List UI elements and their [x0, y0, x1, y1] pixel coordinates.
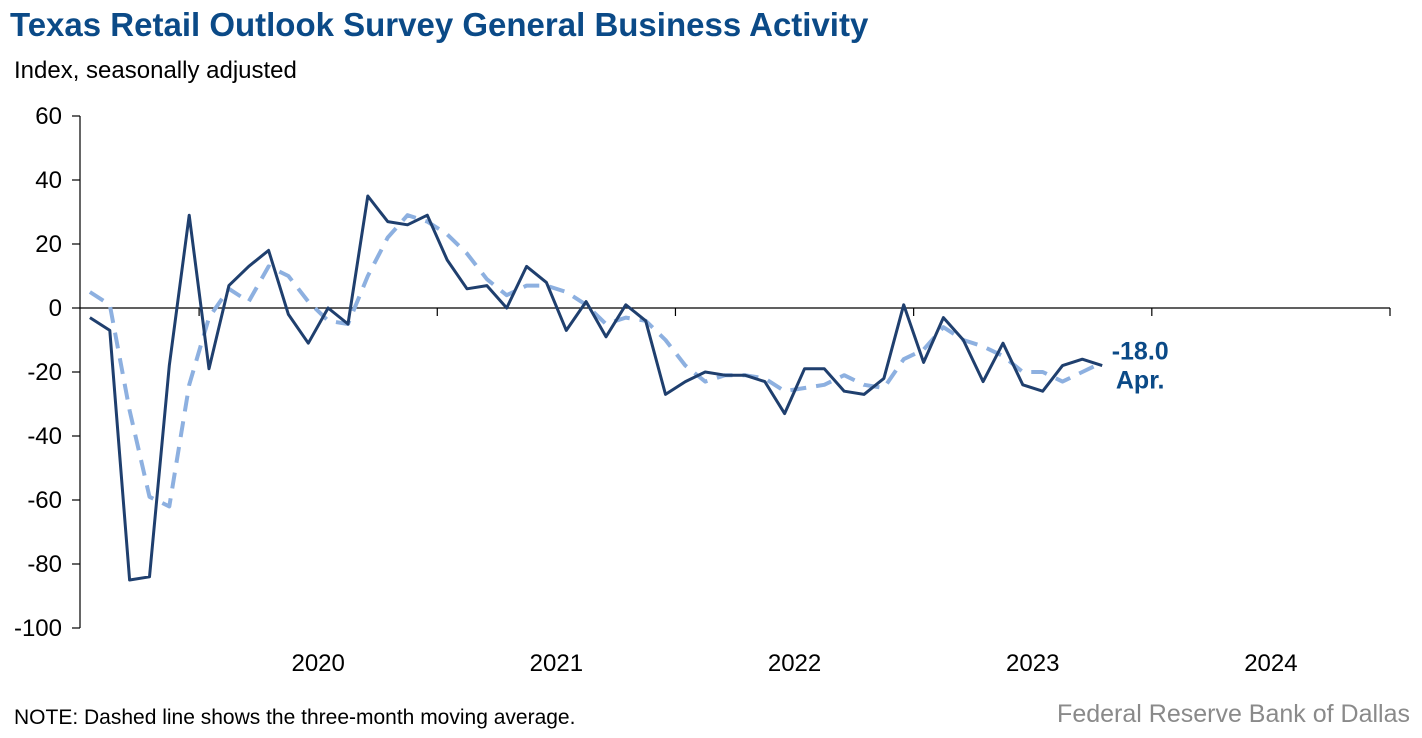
y-tick-label: 0 [49, 295, 62, 322]
x-tick-label: 2021 [530, 650, 583, 677]
y-tick-label: 40 [35, 167, 62, 194]
source-credit: Federal Reserve Bank of Dallas [1057, 700, 1410, 728]
y-tick-label: -80 [27, 551, 62, 578]
chart-note: NOTE: Dashed line shows the three-month … [14, 706, 576, 729]
x-tick-label: 2023 [1006, 650, 1059, 677]
x-tick-label: 2022 [768, 650, 821, 677]
y-tick-label: 60 [35, 103, 62, 130]
y-tick-label: -100 [14, 615, 62, 642]
end-month-label: Apr. [1116, 367, 1165, 395]
series-line-moving-average [88, 213, 1104, 509]
end-value-label: -18.0 [1112, 338, 1169, 366]
y-tick-label: -60 [27, 487, 62, 514]
axes [72, 115, 1391, 629]
chart-title: Texas Retail Outlook Survey General Busi… [10, 6, 869, 43]
chart-subtitle: Index, seasonally adjusted [14, 57, 297, 84]
x-tick-label: 2020 [291, 650, 344, 677]
y-tick-label: -40 [27, 423, 62, 450]
series-lines [88, 194, 1104, 582]
series-line-index [89, 194, 1103, 582]
tick-labels: 60 40 20 0 -20 -40 -60 -80 -100 2020 2021 2022 2023 2… [14, 103, 1298, 677]
y-tick-label: 20 [35, 231, 62, 258]
y-tick-label: -20 [27, 359, 62, 386]
x-tick-label: 2024 [1244, 650, 1297, 677]
